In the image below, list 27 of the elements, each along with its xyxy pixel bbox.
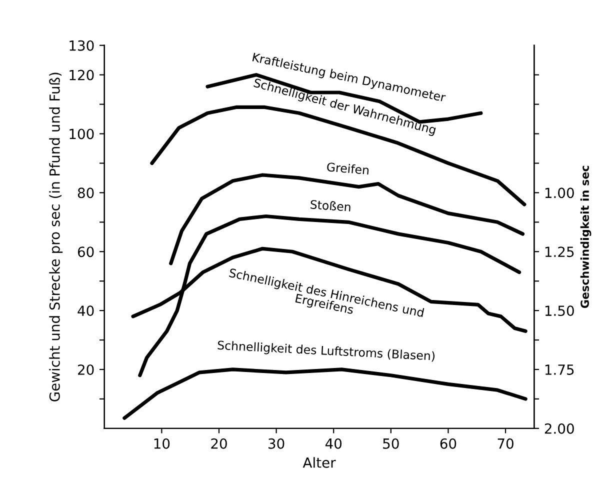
x-tick-label: 40 <box>325 438 342 449</box>
y2-tick-label: 1.00 <box>545 188 574 198</box>
x-tick-label: 30 <box>268 438 284 449</box>
series-label: Stoßen <box>310 200 351 212</box>
x-axis-title: Alter <box>302 457 336 468</box>
y-tick-label: 120 <box>70 70 94 80</box>
y2-tick-label: 2.00 <box>544 423 574 434</box>
y2-tick-label: 1.25 <box>545 246 574 258</box>
x-tick-label: 70 <box>498 438 514 449</box>
x-tick-label: 60 <box>440 438 456 449</box>
y2-tick-label: 1.75 <box>545 364 574 375</box>
y-tick-label: 60 <box>78 246 94 258</box>
y-tick-label: 130 <box>70 40 94 51</box>
y2-tick-label: 1.50 <box>545 306 574 316</box>
y-tick-label: 40 <box>78 306 94 316</box>
y-axis-title: Gewicht und Strecke pro sec (in Pfund und Fuß) <box>49 72 63 402</box>
y-tick-label: 20 <box>78 364 94 375</box>
series-label: Schnelligkeit des Luftstroms (Blasen) <box>218 340 435 363</box>
y-tick-label: 80 <box>78 188 94 198</box>
x-tick-label: 20 <box>211 438 227 449</box>
y-tick-label: 100 <box>70 128 94 140</box>
series-label: Greifen <box>326 162 369 175</box>
line-series <box>169 173 525 266</box>
y2-axis-title: Geschwindigkeit in sec <box>580 166 592 308</box>
x-tick-label: 50 <box>383 438 399 449</box>
line-series <box>122 368 528 420</box>
x-tick-label: 10 <box>154 438 170 449</box>
